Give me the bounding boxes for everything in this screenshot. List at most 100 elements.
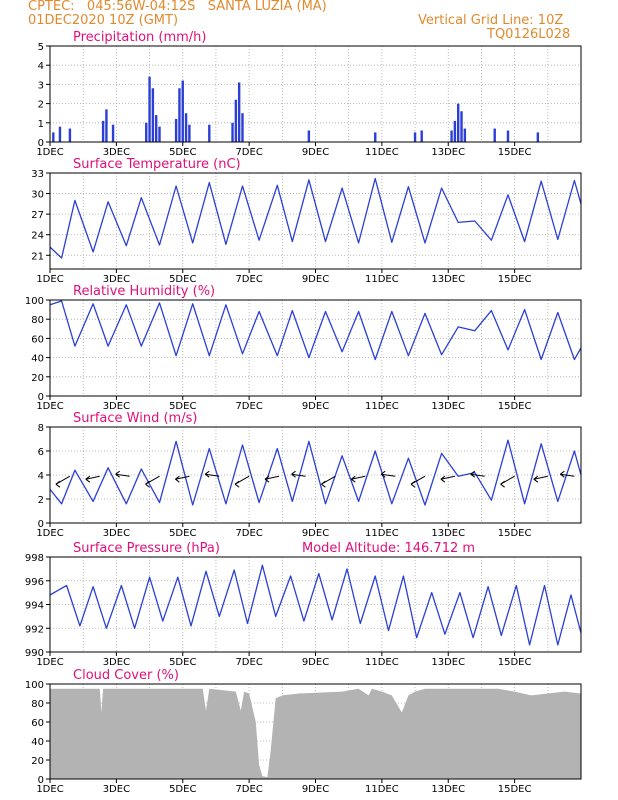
x-tick-label: 5DEC [169, 274, 196, 285]
x-tick-label: 5DEC [169, 784, 196, 795]
precipitation-bar [184, 113, 188, 142]
wind-barb [470, 473, 485, 477]
y-tick-label: 80 [31, 315, 44, 326]
y-tick-label: 2 [38, 100, 44, 111]
wind-barb-head [533, 478, 539, 483]
precipitation-bar [536, 132, 540, 142]
wind-barb-head [234, 480, 240, 485]
wind-barb-head [470, 470, 476, 475]
y-tick-label: 992 [25, 624, 44, 635]
x-tick-label: 13DEC [431, 528, 465, 539]
y-tick-label: 0 [38, 775, 44, 786]
wind-barb-head [115, 470, 120, 475]
precipitation-bar [463, 128, 467, 142]
y-tick-label: 20 [31, 373, 44, 384]
precipitation-bar [151, 88, 155, 142]
series-line [49, 177, 582, 259]
y-tick-label: 0 [38, 138, 44, 149]
x-tick-label: 15DEC [498, 657, 532, 668]
precipitation-bar [234, 99, 238, 142]
y-tick-label: 80 [31, 699, 44, 710]
precipitation-bar [178, 88, 181, 142]
y-tick-label: 30 [31, 190, 44, 201]
precipitation-bar [158, 126, 161, 142]
y-tick-label: 60 [31, 334, 44, 345]
y-tick-label: 40 [31, 737, 44, 748]
y-tick-label: 994 [25, 601, 44, 612]
wind-barb [115, 473, 130, 477]
x-tick-label: 11DEC [365, 657, 399, 668]
x-tick-label: 5DEC [169, 657, 196, 668]
precipitation-bar [101, 120, 105, 142]
panel-4: 0 2 4 6 8 1DEC 3DEC 5DEC 7DEC 9DEC 11DEC 13DEC 15DEC… [36, 411, 582, 539]
series-line [49, 564, 582, 646]
x-tick-label: 7DEC [235, 657, 262, 668]
x-tick-label: 13DEC [431, 274, 465, 285]
precipitation-bar [58, 126, 62, 142]
x-tick-label: 7DEC [235, 784, 262, 795]
wind-barb-head [115, 473, 120, 478]
x-tick-label: 9DEC [302, 784, 329, 795]
x-tick-label: 5DEC [169, 147, 196, 158]
panel-title: Surface Pressure (hPa) [73, 541, 220, 556]
wind-barb [264, 475, 280, 480]
wind-barb-head [264, 478, 270, 483]
precipitation-bar [174, 118, 178, 142]
y-tick-label: 0 [38, 519, 44, 530]
x-tick-label: 9DEC [302, 528, 329, 539]
precipitation-bar [506, 130, 510, 142]
x-tick-label: 11DEC [365, 784, 399, 795]
y-tick-label: 27 [31, 210, 44, 221]
wind-barb-head [380, 470, 386, 475]
precipitation-bar [307, 130, 311, 142]
x-tick-label: 7DEC [235, 274, 262, 285]
x-tick-label: 3DEC [103, 147, 130, 158]
panel-title: Relative Humidity (%) [73, 284, 215, 299]
x-tick-label: 13DEC [431, 657, 465, 668]
x-tick-label: 1DEC [36, 528, 63, 539]
y-tick-label: 1 [38, 119, 44, 130]
precipitation-bar [237, 82, 241, 142]
x-tick-label: 13DEC [431, 401, 465, 412]
precipitation-bar [105, 109, 108, 142]
x-tick-label: 9DEC [302, 274, 329, 285]
panel-title: Surface Wind (m/s) [73, 411, 197, 426]
wind-barb [381, 473, 396, 477]
y-tick-label: 998 [25, 553, 44, 564]
y-tick-label: 8 [38, 423, 44, 434]
x-tick-label: 15DEC [498, 401, 532, 412]
panel-subtitle: Model Altitude: 146.712 m [302, 541, 475, 556]
precipitation-bar [68, 128, 72, 142]
x-tick-label: 15DEC [498, 274, 532, 285]
precipitation-bar [52, 132, 55, 142]
precipitation-bar [460, 111, 463, 142]
wind-barb-head [380, 473, 386, 478]
wind-barb-head [410, 480, 416, 485]
y-tick-label: 60 [31, 718, 44, 729]
wind-barb-head [145, 480, 150, 485]
x-tick-label: 3DEC [103, 274, 130, 285]
wind-barb [440, 475, 455, 480]
y-tick-label: 100 [25, 296, 44, 307]
y-tick-label: 21 [31, 251, 44, 262]
header-date: 01DEC2020 10Z (GMT) [28, 13, 179, 28]
precipitation-bar [145, 122, 148, 142]
wind-barb-head [350, 475, 356, 480]
x-tick-label: 7DEC [235, 528, 262, 539]
wind-barb-head [291, 470, 296, 475]
x-tick-label: 15DEC [498, 784, 532, 795]
cloud-cover-area [50, 688, 581, 779]
wind-barb-head [321, 483, 326, 488]
x-tick-label: 9DEC [302, 657, 329, 668]
wind-barb-head [500, 480, 505, 485]
x-tick-label: 1DEC [36, 784, 63, 795]
wind-barb [291, 473, 306, 477]
panel-3: 0 20 40 60 80 100 1DEC 3DEC 5DEC 7DEC 9DEC 11DEC 13D… [25, 284, 582, 412]
precipitation-bar [413, 132, 417, 142]
y-tick-label: 24 [31, 231, 44, 242]
x-tick-label: 1DEC [36, 274, 63, 285]
wind-barb-head [264, 475, 270, 480]
wind-barb-head [234, 483, 240, 488]
wind-barb-head [533, 475, 539, 480]
